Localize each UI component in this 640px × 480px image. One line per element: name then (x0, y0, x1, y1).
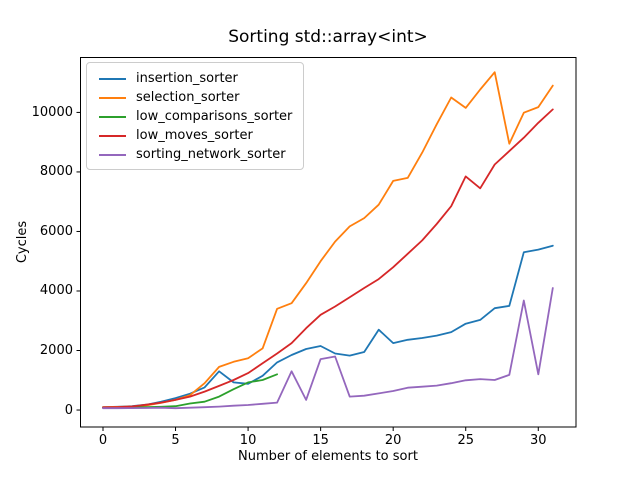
y-tick-label: 6000 (39, 223, 73, 239)
legend-item-low_moves_sorter: low_moves_sorter (95, 126, 295, 145)
y-tick-label: 8000 (39, 164, 73, 180)
legend-item-low_comparisons_sorter: low_comparisons_sorter (95, 107, 295, 126)
legend-label: low_comparisons_sorter (136, 109, 293, 124)
series-line-insertion_sorter (102, 244, 554, 409)
y-tick-label: 4000 (39, 283, 73, 299)
x-tick-label: 15 (312, 433, 329, 448)
legend-line-swatch (99, 77, 126, 80)
x-tick-label: 10 (239, 433, 257, 448)
series-line-low_comparisons_sorter (102, 373, 279, 409)
legend-line-swatch (99, 134, 126, 137)
legend-label: sorting_network_sorter (136, 147, 286, 162)
x-tick-label: 0 (98, 433, 108, 448)
legend-item-sorting_network_sorter: sorting_network_sorter (95, 145, 295, 164)
x-tick-label: 5 (171, 433, 180, 448)
legend-line-swatch (99, 115, 126, 118)
chart-title: Sorting std::array<int> (228, 27, 428, 47)
y-axis-label: Cycles (15, 220, 30, 264)
x-tick-label: 20 (384, 433, 402, 448)
legend-label: insertion_sorter (136, 71, 238, 86)
x-tick-label: 25 (457, 433, 474, 448)
x-tick-label: 30 (529, 433, 547, 448)
legend-line-swatch (99, 96, 126, 99)
legend: insertion_sorter selection_sorter low_comp… (86, 62, 304, 170)
legend-line-swatch (99, 153, 126, 156)
series-line-low_moves_sorter (102, 108, 554, 409)
y-tick-label: 0 (64, 402, 73, 418)
x-axis-label: Number of elements to sort (238, 449, 418, 464)
y-tick-label: 2000 (39, 343, 73, 358)
y-tick-label: 10000 (31, 104, 73, 120)
legend-item-selection_sorter: selection_sorter (95, 88, 295, 107)
legend-label: low_moves_sorter (136, 128, 253, 143)
legend-label: selection_sorter (136, 90, 240, 105)
series-line-sorting_network_sorter (102, 287, 554, 410)
legend-item-insertion_sorter: insertion_sorter (95, 69, 295, 88)
axes-frame (80, 57, 577, 428)
